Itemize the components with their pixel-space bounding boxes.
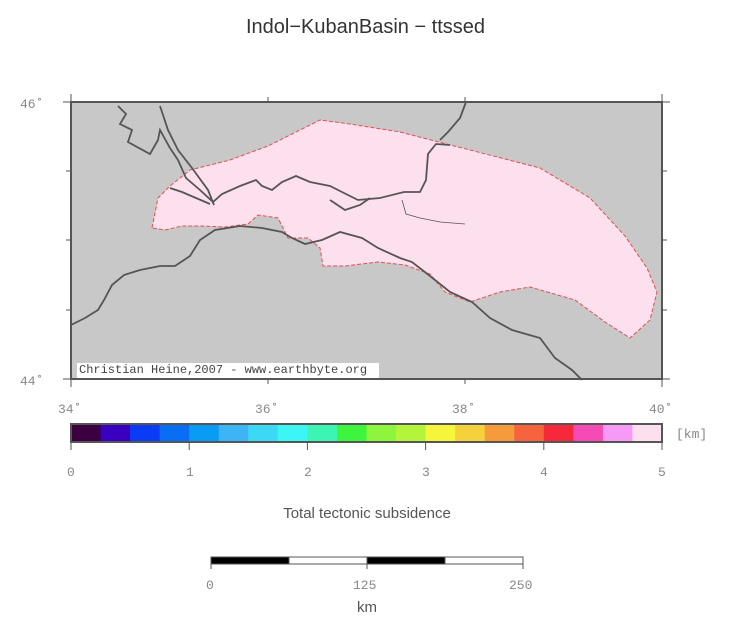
map-title: Indol−KubanBasin − ttssed xyxy=(245,16,486,38)
lon-label-40: 40˚ xyxy=(649,402,672,417)
colorbar-swatch xyxy=(484,424,515,442)
colorbar-tick-0: 0 xyxy=(67,465,75,480)
colorbar-swatch xyxy=(336,424,367,442)
colorbar xyxy=(71,424,663,442)
colorbar-tick-2: 2 xyxy=(304,465,312,480)
scale-unit: km xyxy=(357,599,377,616)
colorbar-frame xyxy=(70,423,663,443)
colorbar-swatch xyxy=(632,424,663,442)
colorbar-swatch xyxy=(514,424,545,442)
colorbar-swatch xyxy=(189,424,220,442)
scale-label-250: 250 xyxy=(509,578,532,593)
colorbar-swatch xyxy=(307,424,338,442)
colorbar-swatch xyxy=(159,424,190,442)
colorbar-swatch xyxy=(425,424,456,442)
colorbar-swatch xyxy=(366,424,397,442)
scale-bar xyxy=(210,556,524,569)
colorbar-unit: [km] xyxy=(676,427,707,442)
credit-text: Christian Heine,2007 - www.earthbyte.org xyxy=(77,363,379,378)
colorbar-swatch xyxy=(455,424,486,442)
colorbar-title: Total tectonic subsidence xyxy=(283,505,451,522)
colorbar-swatch xyxy=(248,424,279,442)
lat-label-44: 44˚ xyxy=(20,374,43,389)
colorbar-ticks xyxy=(70,442,663,450)
colorbar-tick-1: 1 xyxy=(186,465,194,480)
lon-label-34: 34˚ xyxy=(58,402,81,417)
coastlines xyxy=(70,101,583,381)
colorbar-swatch xyxy=(130,424,161,442)
colorbar-tick-3: 3 xyxy=(422,465,430,480)
colorbar-swatch xyxy=(396,424,427,442)
scale-label-125: 125 xyxy=(353,578,376,593)
basin-outline xyxy=(151,119,658,339)
lon-label-38: 38˚ xyxy=(452,402,475,417)
colorbar-swatch xyxy=(543,424,574,442)
colorbar-swatch xyxy=(573,424,604,442)
lat-label-46: 46˚ xyxy=(20,97,43,112)
map-ticks xyxy=(63,94,670,387)
colorbar-tick-4: 4 xyxy=(540,465,548,480)
colorbar-swatch xyxy=(602,424,633,442)
colorbar-swatch xyxy=(277,424,308,442)
colorbar-swatch xyxy=(71,424,102,442)
lon-label-36: 36˚ xyxy=(255,402,278,417)
colorbar-swatch xyxy=(218,424,249,442)
scale-label-0: 0 xyxy=(206,578,214,593)
colorbar-tick-5: 5 xyxy=(658,465,666,480)
colorbar-swatch xyxy=(100,424,131,442)
